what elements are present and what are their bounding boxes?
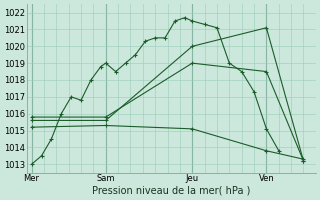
X-axis label: Pression niveau de la mer( hPa ): Pression niveau de la mer( hPa ) bbox=[92, 186, 251, 196]
